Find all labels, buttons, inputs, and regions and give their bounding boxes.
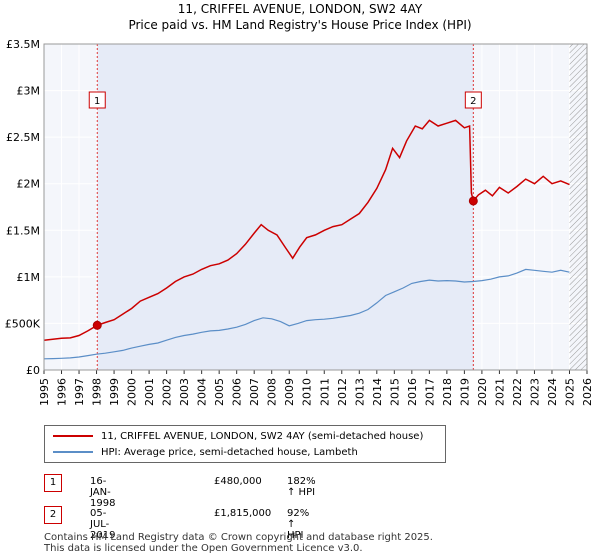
x-tick-label: 2006 [231,378,244,406]
chart-legend: 11, CRIFFEL AVENUE, LONDON, SW2 4AY (sem… [44,425,446,463]
x-tick-label: 2002 [161,378,174,406]
x-tick-label: 2022 [511,378,524,406]
chart-title: 11, CRIFFEL AVENUE, LONDON, SW2 4AY [177,2,423,16]
x-tick-label: 2000 [126,378,139,406]
transaction-hpi-change: 182% ↑ HPI [287,476,316,498]
transaction-price: £1,815,000 [214,508,272,519]
y-tick-label: £1.5M [6,224,40,237]
x-tick-label: 2026 [581,378,594,406]
x-tick-label: 1997 [73,378,86,406]
x-tick-label: 2010 [301,378,314,406]
x-tick-label: 2008 [266,378,279,406]
legend-item-property: 11, CRIFFEL AVENUE, LONDON, SW2 4AY (sem… [53,429,423,443]
price-chart: £0 £500K £1M £1.5M £2M £2.5M £3M £3.5M 1995 1996 1… [5,38,594,406]
x-tick-label: 2014 [371,378,384,406]
ownership-shade [97,44,474,370]
footer-copyright: Contains HM Land Registry data © Crown c… [44,532,433,543]
x-tick-label: 2009 [283,378,296,406]
sale-badge-label: 1 [94,96,100,107]
transaction-badge: 1 [44,474,62,492]
transaction-hpi-change: 92% ↑ HPI [287,508,310,541]
legend-label-property: 11, CRIFFEL AVENUE, LONDON, SW2 4AY (sem… [101,430,424,442]
x-tick-label: 2004 [196,378,209,406]
legend-label-hpi: HPI: Average price, semi-detached house,… [101,446,358,458]
x-tick-label: 2019 [458,378,471,406]
x-tick-label: 2011 [318,378,331,406]
x-tick-label: 2007 [248,378,261,406]
footer-license: This data is licensed under the Open Gov… [44,543,363,554]
sale-point [468,196,478,206]
y-tick-label: £3.5M [6,38,40,51]
x-tick-label: 1995 [38,378,51,406]
y-tick-label: £3M [17,85,41,98]
legend-item-hpi: HPI: Average price, semi-detached house,… [53,445,358,459]
y-tick-label: £500K [5,317,41,330]
series-line-property [43,119,570,341]
legend-swatch-hpi [53,451,93,453]
plot-border [43,43,588,371]
x-tick-label: 2021 [493,378,506,406]
forecast-hatch [569,44,587,370]
transaction-date: 05-JUL-2019 [90,508,116,541]
x-tick-label: 2012 [336,378,349,406]
transaction-date: 16-JAN-1998 [90,476,116,509]
x-tick-label: 1998 [91,378,104,406]
x-tick-label: 2005 [213,378,226,406]
sale-badge [464,91,482,109]
sale-badge [88,91,106,109]
x-tick-label: 2023 [528,378,541,406]
x-tick-label: 2003 [178,378,191,406]
sale-point [92,320,102,330]
y-tick-label: £1M [17,271,41,284]
series-line-hpi [43,268,570,360]
x-tick-label: 1996 [56,378,69,406]
x-tick-label: 2025 [563,378,576,406]
x-tick-label: 2017 [423,378,436,406]
y-tick-label: £2M [17,178,41,191]
x-tick-label: 1999 [108,378,121,406]
transaction-badge: 2 [44,506,62,524]
x-tick-label: 2013 [353,378,366,406]
x-tick-label: 2001 [143,378,156,406]
x-tick-label: 2018 [441,378,454,406]
chart-subtitle: Price paid vs. HM Land Registry's House … [128,18,472,32]
y-tick-label: £0 [26,364,40,377]
transaction-price: £480,000 [214,476,262,487]
sale-badge-label: 2 [470,96,476,107]
x-tick-label: 2016 [406,378,419,406]
legend-swatch-property [53,435,93,437]
x-tick-label: 2020 [476,378,489,406]
x-tick-label: 2024 [546,378,559,406]
y-tick-label: £2.5M [6,131,40,144]
x-tick-label: 2015 [388,378,401,406]
